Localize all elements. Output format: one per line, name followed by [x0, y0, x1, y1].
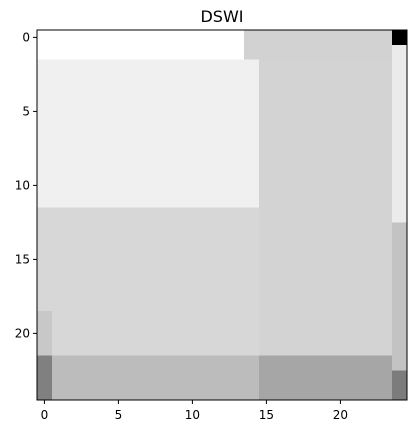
heatmap-region-8 [37, 311, 52, 356]
axes-frame [36, 29, 408, 401]
heatmap-region-1 [37, 30, 245, 60]
y-axis: 0 5 10 15 20 [15, 30, 37, 340]
heatmap-region-11 [51, 355, 259, 400]
x-tick-label: 5 [115, 408, 123, 422]
heatmap-region-6 [259, 59, 393, 356]
heatmap-region-2 [244, 30, 393, 60]
y-tick-label: 15 [15, 252, 30, 266]
x-tick-label: 15 [259, 408, 274, 422]
heatmap-region-7 [37, 207, 259, 356]
x-tick-label: 0 [41, 408, 49, 422]
heatmap-region-5 [37, 59, 259, 208]
x-axis: 0 5 10 15 20 [41, 400, 348, 422]
heatmap-region-9 [392, 222, 407, 371]
y-tick-label: 10 [15, 178, 30, 192]
heatmap-cells [37, 30, 407, 400]
y-tick-label: 0 [22, 30, 30, 44]
x-tick-label: 10 [185, 408, 200, 422]
heatmap-region-13 [392, 370, 407, 400]
x-tick-label: 20 [333, 408, 348, 422]
heatmap-region-4 [392, 44, 407, 223]
heatmap-region-12 [259, 355, 393, 400]
y-tick-label: 5 [22, 104, 30, 118]
heatmap-region-10 [37, 355, 52, 400]
heatmap-region-3 [392, 30, 407, 45]
y-tick-label: 20 [15, 326, 30, 340]
chart-title: DSWI [200, 7, 243, 26]
